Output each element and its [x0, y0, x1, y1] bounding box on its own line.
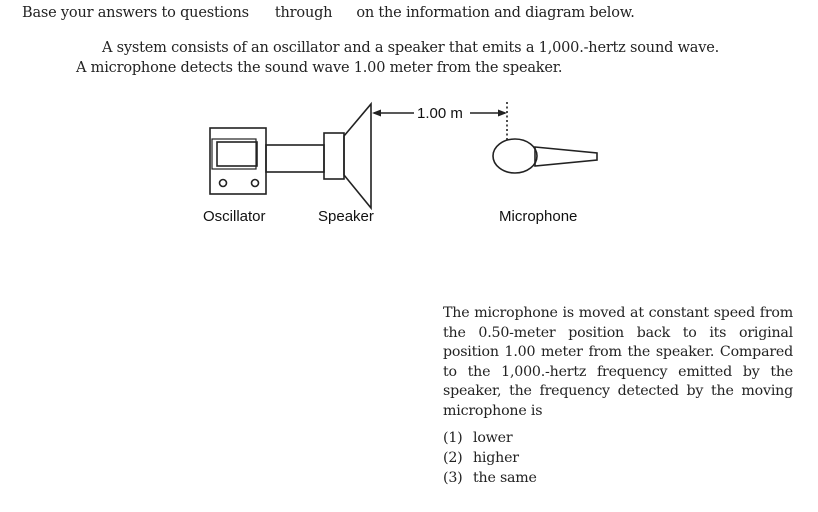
question-text: The microphone is moved at constant spee… [443, 305, 793, 419]
answer-choices: (1) lower (2) higher (3) the same [443, 428, 537, 488]
choice-1-text: lower [473, 430, 513, 446]
oscillator-display [216, 141, 258, 167]
choice-1[interactable]: (1) lower [443, 428, 537, 448]
apparatus-diagram [209, 101, 598, 211]
choice-1-number: (1) [443, 430, 463, 446]
oscillator-knob-left [218, 178, 228, 188]
choice-3-text: the same [473, 470, 537, 486]
intro-part-1: Base your answers to questions [22, 5, 249, 21]
choice-2-number: (2) [443, 450, 463, 466]
choice-2-text: higher [473, 450, 519, 466]
speaker-driver [323, 132, 345, 180]
oscillator-knob-right [250, 178, 260, 188]
arrow-head-right [498, 109, 507, 117]
speaker-cone [343, 101, 372, 211]
microphone-label: Microphone [499, 208, 578, 225]
choice-3-number: (3) [443, 470, 463, 486]
intro-line: Base your answers to questions through on … [22, 5, 635, 21]
stem-line-1: A system consists of an oscillator and a… [102, 40, 720, 56]
connector-cable [265, 144, 325, 173]
microphone-handle [534, 146, 598, 167]
arrow-head-left [372, 109, 381, 117]
speaker-label: Speaker [318, 208, 374, 225]
microphone-head [492, 138, 538, 174]
intro-part-3: on the information and diagram below. [356, 5, 635, 21]
oscillator-label: Oscillator [203, 208, 266, 225]
stem-line-2: A microphone detects the sound wave 1.00… [76, 60, 563, 76]
distance-label: 1.00 m [417, 105, 463, 122]
choice-2[interactable]: (2) higher [443, 448, 537, 468]
intro-part-2: through [274, 5, 333, 21]
choice-3[interactable]: (3) the same [443, 468, 537, 488]
